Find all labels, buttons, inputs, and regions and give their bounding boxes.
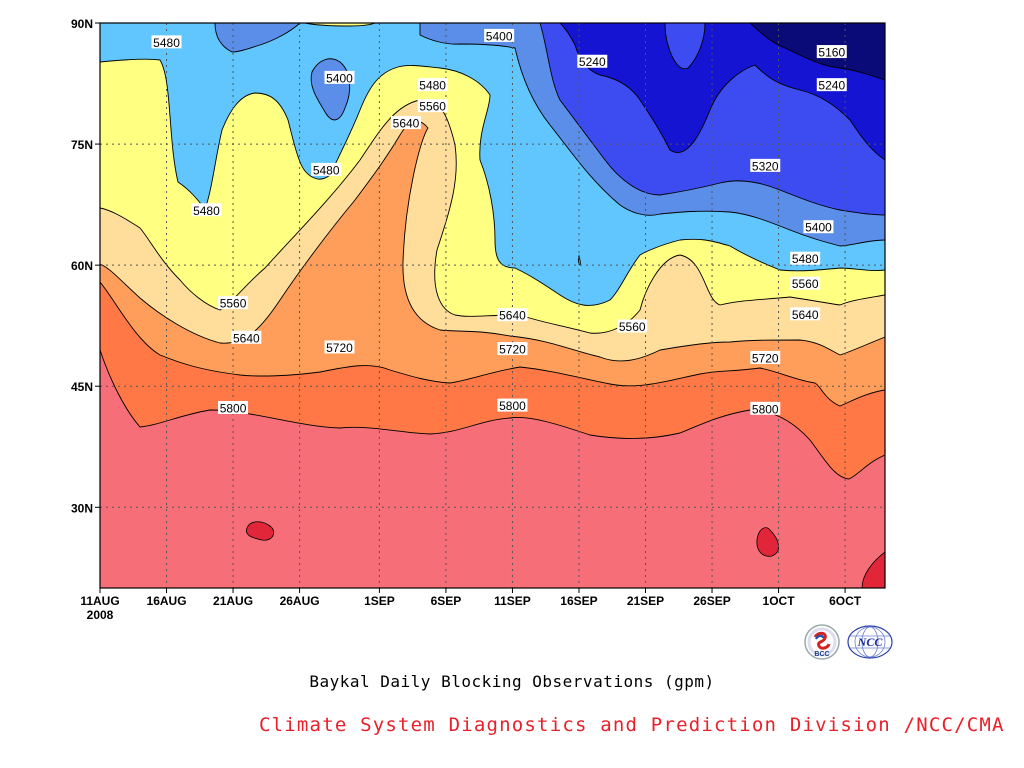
contour-label-bg	[324, 340, 355, 354]
contour-label: 5160	[818, 46, 845, 60]
credit-line: Climate System Diagnostics and Predictio…	[259, 714, 1005, 736]
contour-label: 5560	[220, 297, 247, 311]
contour-label: 5240	[579, 55, 606, 69]
contour-label: 5400	[486, 29, 513, 43]
contour-label: 5480	[313, 163, 340, 177]
band-gt-5880-c	[861, 551, 885, 588]
x-tick-label: 26SEP	[693, 594, 730, 608]
contour-label-bg	[803, 220, 834, 234]
contour-label-bg	[497, 342, 528, 356]
contour-label-bg	[218, 401, 249, 415]
x-tick-label: 6SEP	[431, 594, 462, 608]
y-tick-label: 45N	[71, 380, 93, 394]
contour-label-bg	[497, 308, 528, 322]
contour-label: 5480	[419, 79, 446, 93]
contour-label-bg	[417, 78, 448, 92]
bcc-logo: BCC	[804, 624, 840, 660]
contour-label-bg	[218, 296, 249, 310]
x-tick-label: 16SEP	[560, 594, 597, 608]
band-5160-5240-island	[665, 23, 705, 69]
x-tick-label: 21SEP	[627, 594, 664, 608]
contour-label-bg	[231, 330, 262, 344]
contour-label-bg	[816, 45, 847, 59]
chart-area: 5480 5400 5400 5240 5160 5240 5480 5560 5640 5480…	[71, 17, 886, 622]
contour-label-bg	[750, 401, 781, 415]
x-tick-label: 1SEP	[364, 594, 395, 608]
x-year-label: 2008	[87, 608, 114, 622]
contour-label: 5480	[153, 36, 180, 50]
contour-label-bg	[311, 162, 342, 176]
contour-label: 5560	[619, 320, 646, 334]
plot-frame	[99, 22, 886, 589]
contour-label-bg	[617, 319, 648, 333]
band-gt-5880-a	[245, 521, 275, 541]
grid-lines	[100, 23, 885, 588]
contour-label-bg	[577, 54, 608, 68]
contour-label: 5400	[326, 71, 353, 85]
contour-label-bg	[484, 28, 515, 42]
contour-label: 5560	[419, 100, 446, 114]
ncc-logo-text: NCC	[857, 635, 884, 649]
contour-labels: 5480 5400 5400 5240 5160 5240 5480 5560 5640 5480…	[151, 28, 847, 416]
contour-lines	[100, 23, 885, 480]
x-tick-label: 1OCT	[763, 594, 796, 608]
contour-label: 5640	[792, 308, 819, 322]
contour-label-bg	[324, 70, 355, 84]
contour-label-bg	[191, 203, 222, 217]
contour-label-bg	[750, 350, 781, 364]
contour-label: 5320	[752, 159, 779, 173]
x-tick-label: 26AUG	[280, 594, 320, 608]
chart-caption: Baykal Daily Blocking Observations (gpm)	[309, 672, 715, 691]
x-tick-label: 6OCT	[829, 594, 862, 608]
contour-label: 5240	[818, 79, 845, 93]
x-axis: 11AUG 16AUG 21AUG 26AUG 1SEP 6SEP 11SEP 16SEP 21…	[80, 588, 862, 622]
contour-label: 5640	[499, 309, 526, 323]
band-5480-5560-north	[305, 23, 375, 26]
contour-label-bg	[497, 398, 528, 412]
band-5320-5400-north	[215, 23, 300, 52]
x-tick-label: 21AUG	[213, 594, 253, 608]
x-tick-label: 16AUG	[147, 594, 187, 608]
contour-label-bg	[790, 276, 821, 290]
contour-label-bg	[816, 78, 847, 92]
contour-label: 5560	[792, 277, 819, 291]
contour-label-bg	[750, 158, 781, 172]
contour-label-bg	[790, 251, 821, 265]
contour-label: 5640	[233, 331, 260, 345]
x-tick-label: 11AUG	[80, 594, 119, 608]
contour-label: 5800	[499, 399, 526, 413]
y-tick-label: 30N	[71, 501, 93, 515]
bcc-logo-text: BCC	[814, 651, 829, 658]
contour-label-bg	[790, 307, 821, 321]
contour-label: 5400	[805, 221, 832, 235]
contour-label-bg	[391, 116, 422, 130]
contour-label: 5720	[499, 343, 526, 357]
y-axis: 30N 45N 60N 75N 90N	[71, 17, 100, 515]
contour-label-bg	[417, 99, 448, 113]
contour-label: 5480	[792, 252, 819, 266]
contour-label: 5720	[752, 351, 779, 365]
y-tick-label: 90N	[71, 17, 93, 31]
contour-label: 5640	[393, 117, 420, 131]
x-tick-label: 11SEP	[494, 594, 531, 608]
contour-label: 5800	[220, 402, 247, 416]
y-tick-label: 60N	[71, 259, 93, 273]
ncc-logo: NCC	[847, 625, 893, 659]
contour-label-bg	[151, 35, 182, 49]
contour-label: 5800	[752, 402, 779, 416]
contour-label: 5480	[193, 204, 220, 218]
contour-label: 5720	[326, 341, 353, 355]
contour-fills	[100, 23, 885, 588]
y-tick-label: 75N	[71, 138, 93, 152]
